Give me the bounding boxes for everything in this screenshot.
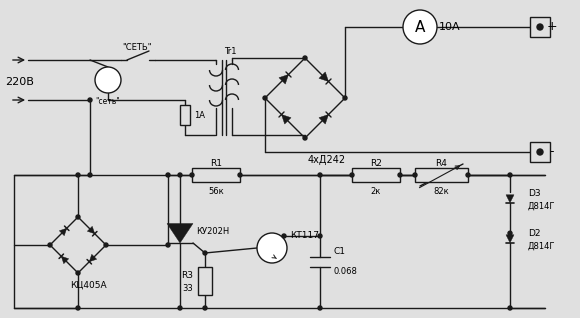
Circle shape bbox=[76, 173, 80, 177]
Polygon shape bbox=[279, 74, 288, 84]
Circle shape bbox=[76, 271, 80, 275]
Text: Tr1: Tr1 bbox=[224, 47, 237, 57]
Text: 2к: 2к bbox=[371, 188, 381, 197]
Text: 10А: 10А bbox=[439, 22, 461, 32]
Circle shape bbox=[398, 173, 402, 177]
Text: 56к: 56к bbox=[208, 188, 224, 197]
Polygon shape bbox=[89, 254, 97, 262]
Text: КЦ405А: КЦ405А bbox=[70, 280, 106, 289]
Circle shape bbox=[178, 173, 182, 177]
Circle shape bbox=[343, 96, 347, 100]
Circle shape bbox=[178, 306, 182, 310]
Circle shape bbox=[303, 136, 307, 140]
Circle shape bbox=[413, 173, 417, 177]
Circle shape bbox=[508, 231, 512, 235]
Text: R1: R1 bbox=[210, 158, 222, 168]
Polygon shape bbox=[319, 114, 328, 124]
Text: 1А: 1А bbox=[194, 110, 205, 120]
Circle shape bbox=[104, 243, 108, 247]
Circle shape bbox=[166, 173, 170, 177]
Circle shape bbox=[190, 173, 194, 177]
Bar bbox=[352, 168, 400, 182]
Text: R2: R2 bbox=[370, 158, 382, 168]
Polygon shape bbox=[88, 226, 95, 234]
Circle shape bbox=[508, 173, 512, 177]
Circle shape bbox=[350, 173, 354, 177]
Text: Д814Г: Д814Г bbox=[528, 241, 556, 251]
Circle shape bbox=[88, 173, 92, 177]
Text: КТ117: КТ117 bbox=[290, 232, 319, 240]
Bar bbox=[198, 266, 212, 294]
Text: D3: D3 bbox=[528, 190, 541, 198]
Circle shape bbox=[282, 234, 286, 238]
Circle shape bbox=[318, 306, 322, 310]
Polygon shape bbox=[319, 72, 328, 81]
Text: 220В: 220В bbox=[6, 77, 34, 87]
Polygon shape bbox=[61, 256, 68, 264]
Bar bbox=[415, 168, 468, 182]
Text: 33: 33 bbox=[182, 284, 193, 293]
Text: "сеть": "сеть" bbox=[96, 98, 121, 107]
Bar bbox=[530, 142, 550, 162]
Circle shape bbox=[166, 243, 170, 247]
Bar bbox=[192, 168, 240, 182]
Text: A: A bbox=[415, 19, 425, 34]
Circle shape bbox=[303, 56, 307, 60]
Circle shape bbox=[48, 243, 52, 247]
Circle shape bbox=[403, 10, 437, 44]
Text: +: + bbox=[547, 20, 557, 33]
Polygon shape bbox=[281, 114, 291, 124]
Text: КУ202Н: КУ202Н bbox=[196, 227, 229, 237]
Circle shape bbox=[95, 67, 121, 93]
Polygon shape bbox=[59, 228, 67, 236]
Circle shape bbox=[76, 306, 80, 310]
Circle shape bbox=[203, 306, 207, 310]
Text: R4: R4 bbox=[436, 158, 447, 168]
Circle shape bbox=[466, 173, 470, 177]
Circle shape bbox=[238, 173, 242, 177]
Text: 4xД242: 4xД242 bbox=[308, 155, 346, 165]
Text: 82к: 82к bbox=[434, 188, 450, 197]
Text: C1: C1 bbox=[333, 247, 345, 257]
Bar bbox=[530, 17, 550, 37]
Circle shape bbox=[318, 173, 322, 177]
Polygon shape bbox=[167, 224, 193, 243]
Circle shape bbox=[537, 149, 543, 155]
Text: D2: D2 bbox=[528, 230, 541, 238]
Circle shape bbox=[203, 251, 207, 255]
Polygon shape bbox=[506, 195, 514, 203]
Circle shape bbox=[88, 98, 92, 102]
Bar bbox=[180, 105, 190, 125]
Text: 0.068: 0.068 bbox=[333, 267, 357, 276]
Circle shape bbox=[263, 96, 267, 100]
Circle shape bbox=[537, 24, 543, 30]
Circle shape bbox=[257, 233, 287, 263]
Text: "СЕТЬ": "СЕТЬ" bbox=[122, 43, 152, 52]
Text: Д814Г: Д814Г bbox=[528, 202, 556, 211]
Circle shape bbox=[318, 234, 322, 238]
Circle shape bbox=[76, 215, 80, 219]
Polygon shape bbox=[506, 235, 514, 243]
Text: R3: R3 bbox=[181, 271, 193, 280]
Text: -: - bbox=[550, 146, 554, 158]
Circle shape bbox=[508, 306, 512, 310]
